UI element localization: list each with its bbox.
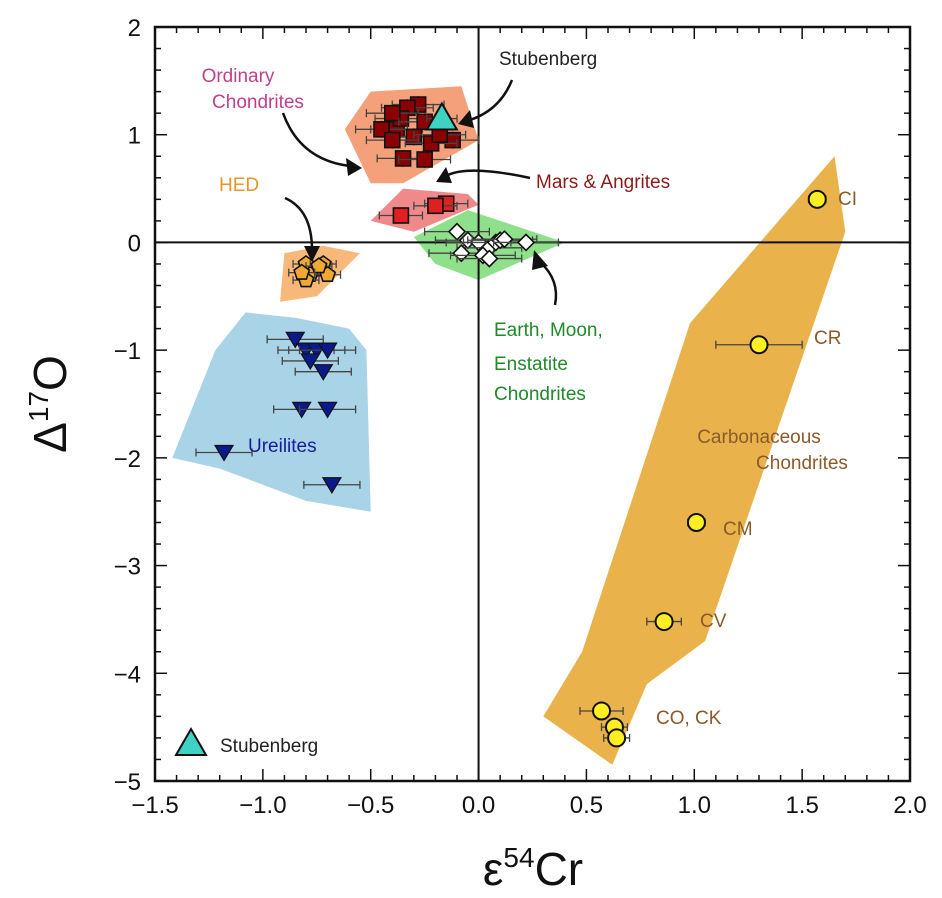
x-tick-label: −1.0 xyxy=(239,792,286,819)
label-carbonaceous-line1: Carbonaceous xyxy=(697,427,821,448)
y-tick-label: 0 xyxy=(128,230,141,257)
label-ci: CI xyxy=(838,189,857,210)
point-ureilites xyxy=(285,331,306,349)
label-ordinary-line2: Chondrites xyxy=(212,92,304,113)
x-tick-label: −1.5 xyxy=(131,792,178,819)
point-mars-angrites xyxy=(427,197,444,215)
y-tick-label: −3 xyxy=(114,554,141,581)
label-cv: CV xyxy=(700,611,727,632)
label-hed: HED xyxy=(219,175,259,196)
point-ureilites xyxy=(213,444,235,462)
point-carbonaceous-chondrites xyxy=(749,335,769,355)
label-ordinary-line1: Ordinary xyxy=(202,66,275,87)
x-tick-label: 1.5 xyxy=(785,792,818,819)
x-tick-label: 0.5 xyxy=(570,792,603,819)
x-tick-label: 2.0 xyxy=(893,792,926,819)
arrow-earth xyxy=(539,261,558,306)
point-carbonaceous-chondrites xyxy=(686,512,706,532)
x-tick-label: 1.0 xyxy=(678,792,711,819)
label-cm: CM xyxy=(723,519,753,540)
point-ureilites xyxy=(313,364,334,381)
point-stubenberg xyxy=(425,101,459,131)
label-co-ck: CO, CK xyxy=(656,708,722,729)
point-earth-moon-enstatite-chondrites xyxy=(495,230,514,249)
region-carbonaceous-chondrites xyxy=(543,156,846,765)
plot-frame xyxy=(153,25,912,783)
label-earth-line2: Enstatite xyxy=(494,354,568,375)
y-axis-title: Δ17O xyxy=(23,355,76,453)
y-tick-label: −2 xyxy=(114,446,141,473)
arrow-ordinary xyxy=(281,112,351,168)
x-tick-label: 0.0 xyxy=(462,792,495,819)
point-carbonaceous-chondrites xyxy=(592,701,612,721)
region-ureilites xyxy=(172,312,371,512)
y-tick-label: −5 xyxy=(114,769,141,796)
point-ordinary-chondrites xyxy=(416,151,433,168)
label-carbonaceous-line2: Chondrites xyxy=(756,453,848,474)
point-ureilites xyxy=(317,401,338,419)
arrow-mars-head xyxy=(436,167,452,183)
axes-layer: −1.5 −1.0 −0.5 0.0 0.5 1.0 1.5 2.0 2 1 0 −1 −2 −3 −4 −5… xyxy=(23,15,927,895)
arrow-stubenberg-head xyxy=(458,110,474,128)
point-earth-moon-enstatite-chondrites xyxy=(516,233,536,252)
y-tick-label: −4 xyxy=(114,661,141,688)
label-earth-line1: Earth, Moon, xyxy=(494,320,603,341)
point-ordinary-chondrites xyxy=(383,104,401,122)
legend-stubenberg-label: Stubenberg xyxy=(220,736,318,757)
point-carbonaceous-chondrites xyxy=(654,612,674,632)
arrow-hed xyxy=(284,196,314,251)
point-earth-moon-enstatite-chondrites xyxy=(480,249,499,268)
x-tick-label: −0.5 xyxy=(347,792,394,819)
label-mars-angrites: Mars & Angrites xyxy=(536,172,670,193)
arrow-stubenberg xyxy=(469,79,514,122)
label-cr: CR xyxy=(814,328,841,349)
y-tick-label: 2 xyxy=(128,15,141,42)
legend-stubenberg-marker xyxy=(174,726,208,756)
label-ureilites: Ureilites xyxy=(248,436,317,457)
arrow-hed-head xyxy=(304,246,320,262)
y-tick-label: −1 xyxy=(114,338,141,365)
point-carbonaceous-chondrites xyxy=(807,189,827,209)
label-earth-line3: Chondrites xyxy=(494,384,586,405)
point-ureilites xyxy=(300,353,321,371)
annotations-layer: Ordinary Chondrites Stubenberg Mars & Angri… xyxy=(174,49,857,757)
point-ordinary-chondrites xyxy=(394,150,412,167)
point-ureilites xyxy=(321,477,342,494)
point-earth-moon-enstatite-chondrites xyxy=(452,244,471,263)
point-ureilites xyxy=(317,342,338,360)
regions-layer xyxy=(172,86,846,765)
arrow-earth-head xyxy=(532,250,548,270)
point-carbonaceous-chondrites xyxy=(607,728,627,748)
points-layer xyxy=(195,95,827,748)
label-stubenberg-top: Stubenberg xyxy=(499,49,597,70)
arrow-ordinary-head xyxy=(346,158,362,176)
point-mars-angrites xyxy=(392,207,410,224)
arrow-mars xyxy=(447,169,531,180)
point-hed xyxy=(293,263,311,280)
y-tick-label: 1 xyxy=(128,123,141,150)
point-ordinary-chondrites xyxy=(383,131,401,149)
x-axis-title: ε54Cr xyxy=(483,842,583,895)
